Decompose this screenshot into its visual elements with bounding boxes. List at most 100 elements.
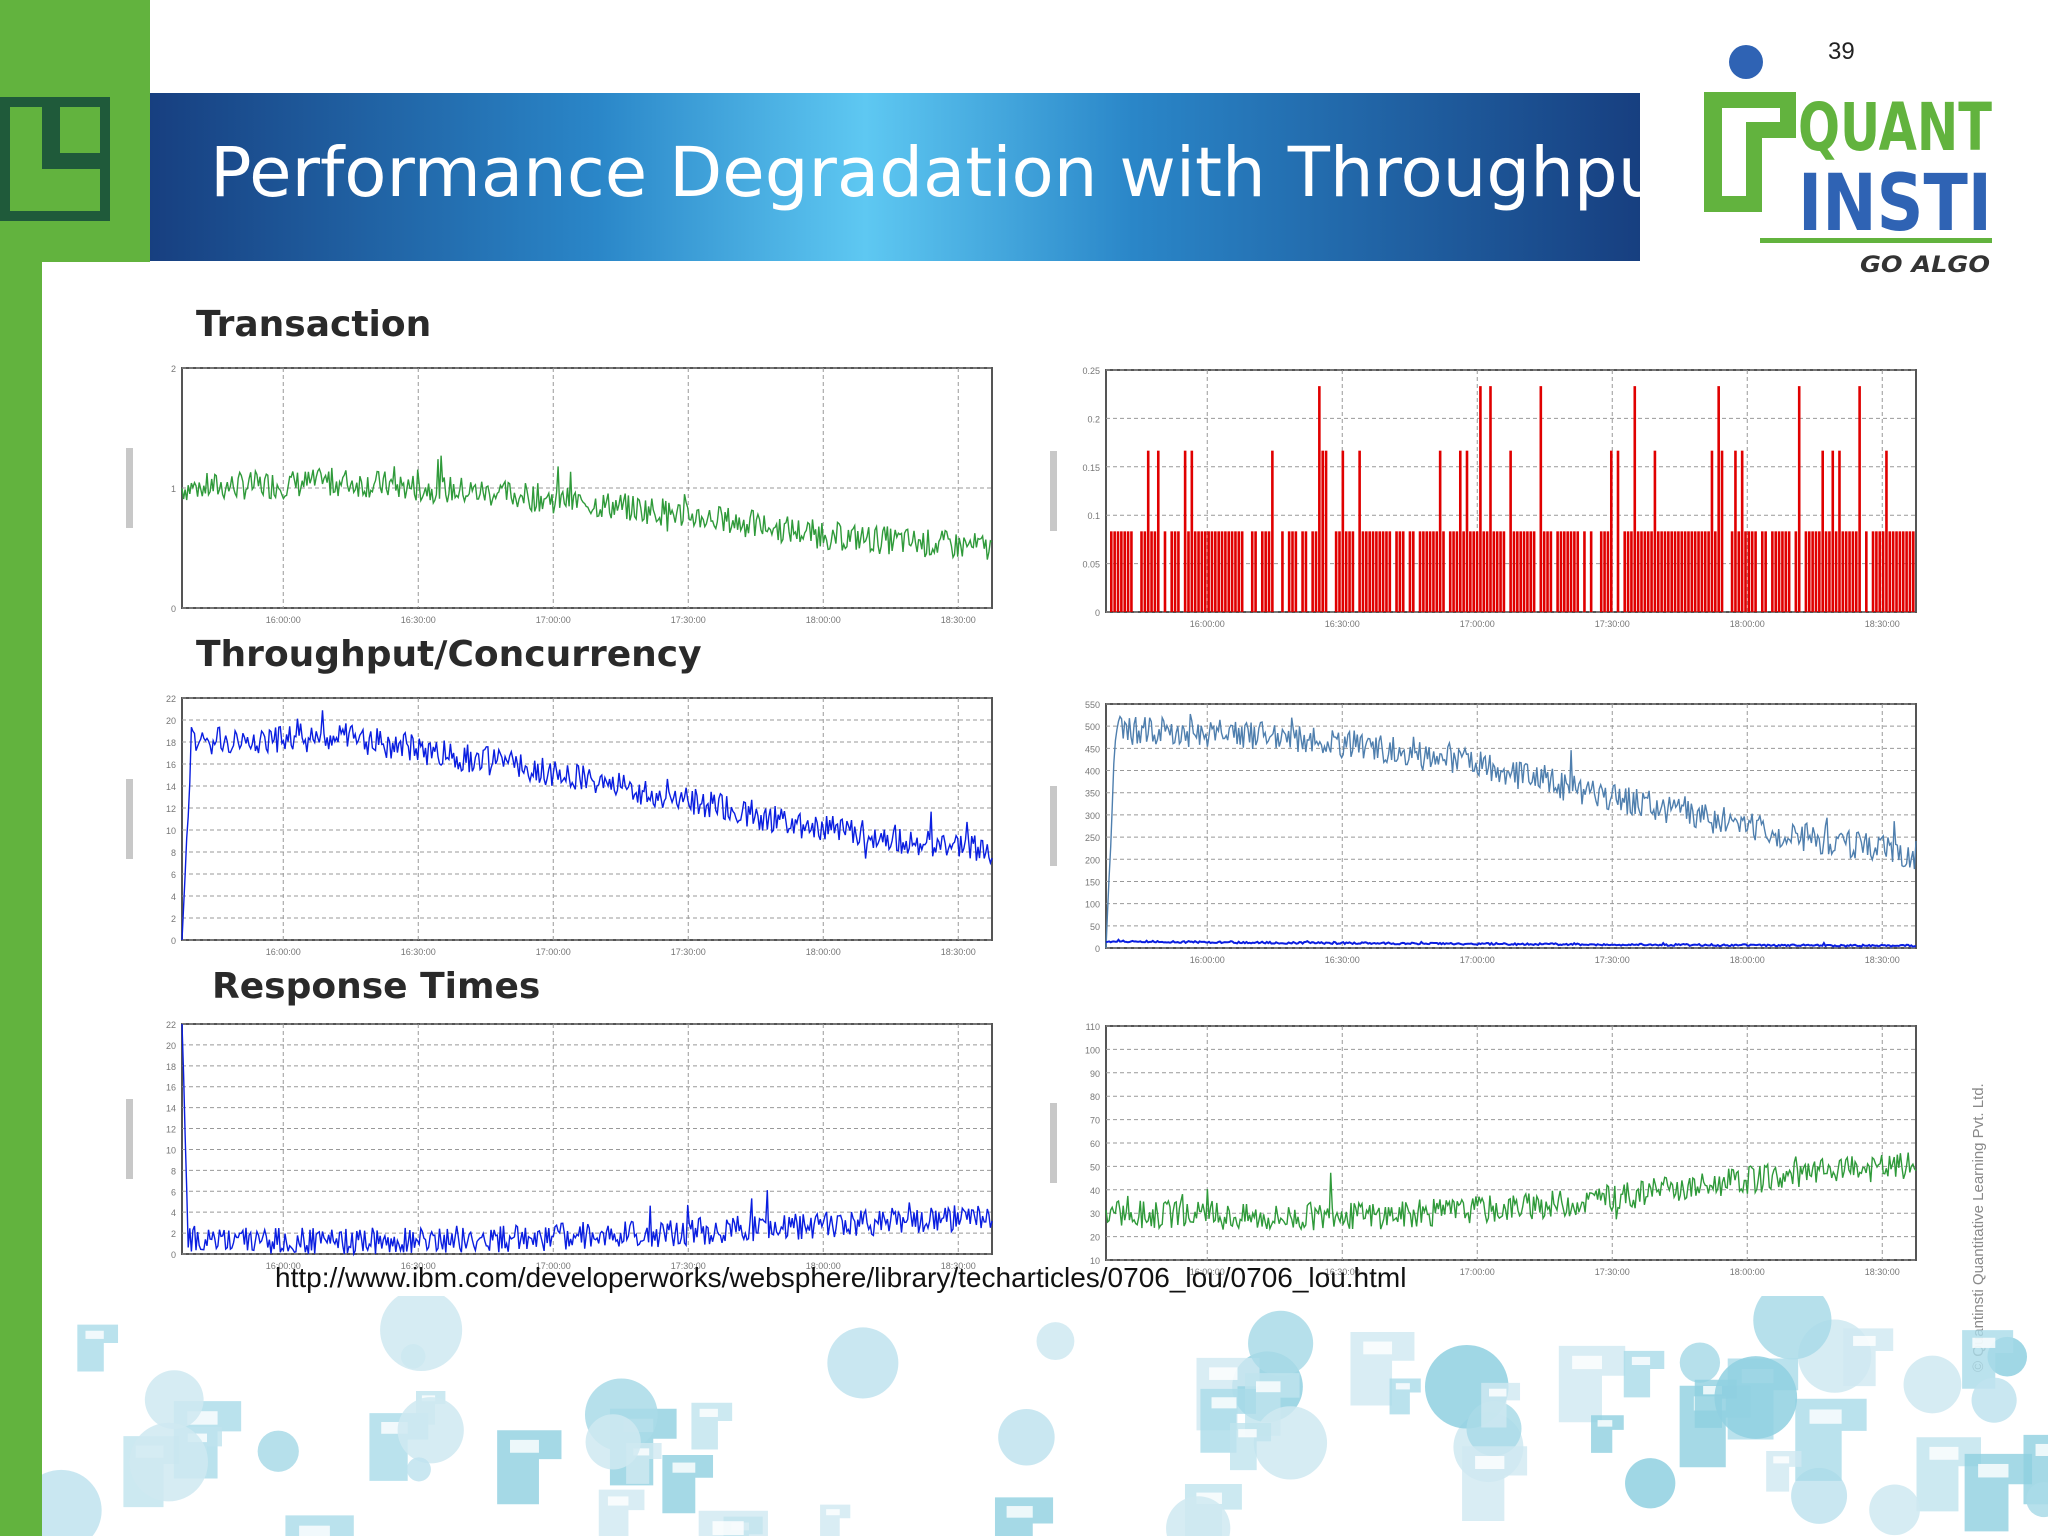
bar xyxy=(1764,531,1767,612)
bar xyxy=(1368,531,1371,612)
bar xyxy=(1287,531,1291,612)
bar xyxy=(1301,531,1304,612)
bar xyxy=(1851,531,1855,612)
x-tick-label: 16:00:00 xyxy=(1190,619,1225,629)
x-tick-label: 16:30:00 xyxy=(1325,955,1360,965)
bar xyxy=(1150,531,1153,612)
bar xyxy=(1462,531,1465,612)
bar xyxy=(1207,531,1210,612)
bar xyxy=(1458,450,1462,612)
x-tick-label: 18:00:00 xyxy=(1730,955,1765,965)
bar xyxy=(1261,531,1264,612)
series-bars xyxy=(1110,386,1915,612)
bar xyxy=(1563,531,1566,612)
y-tick-label: 50 xyxy=(1090,1162,1100,1172)
x-tick-label: 17:00:00 xyxy=(1460,1267,1495,1277)
bar xyxy=(1220,531,1224,612)
bar xyxy=(1230,531,1234,612)
bar xyxy=(1760,531,1764,612)
x-tick-label: 18:30:00 xyxy=(1865,619,1900,629)
y-tick-label: 16 xyxy=(166,1083,176,1093)
bar xyxy=(1318,386,1321,612)
y-tick-label: 4 xyxy=(171,1208,176,1218)
bar xyxy=(1646,531,1650,612)
quantinsti-logo: QUANT INSTI GO ALGO xyxy=(1704,45,1992,278)
bar xyxy=(1126,531,1130,612)
bar xyxy=(1130,531,1133,612)
series-line xyxy=(1105,713,1917,949)
bar xyxy=(1630,531,1633,612)
bar xyxy=(1663,531,1667,612)
bar xyxy=(1656,531,1660,612)
bar xyxy=(1697,531,1700,612)
bar xyxy=(1334,531,1338,612)
bar xyxy=(1559,531,1563,612)
y-tick-label: 110 xyxy=(1086,1022,1100,1032)
bar xyxy=(1844,531,1848,612)
bar xyxy=(1422,531,1425,612)
bar xyxy=(1502,531,1506,612)
bar xyxy=(1398,531,1402,612)
y-tick-label: 100 xyxy=(1085,1045,1100,1055)
y-tick-label: 18 xyxy=(166,738,176,748)
x-tick-label: 17:00:00 xyxy=(536,947,571,957)
y-tick-label: 0 xyxy=(171,1250,176,1260)
y-tick-label: 70 xyxy=(1090,1116,1100,1126)
bar xyxy=(1388,531,1392,612)
series-line xyxy=(181,710,993,941)
chart-response-time-high: 110 100 90 80 70 60 50 40 30 20 10 16:00:00 16:30:00… xyxy=(1036,1022,1926,1284)
y-tick-label: 40 xyxy=(1090,1186,1100,1196)
bar xyxy=(1737,531,1741,612)
y-tick-label: 450 xyxy=(1085,744,1100,754)
bar xyxy=(1707,531,1710,612)
bar xyxy=(1841,531,1845,612)
x-tick-label: 18:00:00 xyxy=(806,947,841,957)
bar xyxy=(1814,531,1818,612)
x-tick-label: 17:30:00 xyxy=(1595,619,1630,629)
x-tick-label: 17:00:00 xyxy=(1460,619,1495,629)
bar xyxy=(1344,531,1348,612)
bar xyxy=(1234,531,1237,612)
bar xyxy=(1687,531,1690,612)
bar xyxy=(1881,531,1885,612)
bar xyxy=(1304,531,1308,612)
bar xyxy=(1146,450,1150,612)
y-tick-label: 0.25 xyxy=(1082,366,1100,376)
logo-insti-text: INSTI xyxy=(1798,159,1992,249)
decorative-pattern xyxy=(42,1296,2048,1536)
bar xyxy=(1623,531,1627,612)
bar xyxy=(1116,531,1120,612)
bar xyxy=(1214,531,1217,612)
y-tick-label: 10 xyxy=(166,826,176,836)
y-tick-label: 14 xyxy=(166,782,176,792)
bar xyxy=(1787,531,1791,612)
bar xyxy=(1821,450,1824,612)
bar xyxy=(1465,450,1469,612)
bar xyxy=(1616,450,1620,612)
x-tick-label: 17:30:00 xyxy=(671,1261,706,1271)
bar xyxy=(1469,531,1472,612)
bar xyxy=(1143,531,1147,612)
bar xyxy=(1804,531,1808,612)
bar xyxy=(1532,531,1536,612)
y-tick-label: 12 xyxy=(166,804,176,814)
x-tick-label: 18:00:00 xyxy=(806,615,841,625)
corner-logo-mark xyxy=(0,97,110,221)
bar xyxy=(1110,531,1113,612)
bar xyxy=(1479,386,1482,612)
corner-brand-block xyxy=(0,0,150,262)
chart-throughput: 22 20 18 16 14 12 10 8 6 4 2 0 16:00:00 16:30:00 17:00… xyxy=(112,694,1002,964)
logo-quant-text: QUANT xyxy=(1798,89,1992,166)
bar xyxy=(1640,531,1643,612)
title-band: Performance Degradation with Throughput xyxy=(150,93,1689,261)
bar xyxy=(1670,531,1673,612)
bar xyxy=(1438,450,1442,612)
bar xyxy=(1690,531,1694,612)
bar xyxy=(1361,531,1365,612)
bar xyxy=(1703,531,1707,612)
bar xyxy=(1556,531,1559,612)
y-tick-label: 20 xyxy=(1090,1233,1100,1243)
bar xyxy=(1734,450,1737,612)
y-tick-label: 12 xyxy=(166,1125,176,1135)
bar xyxy=(1452,531,1455,612)
